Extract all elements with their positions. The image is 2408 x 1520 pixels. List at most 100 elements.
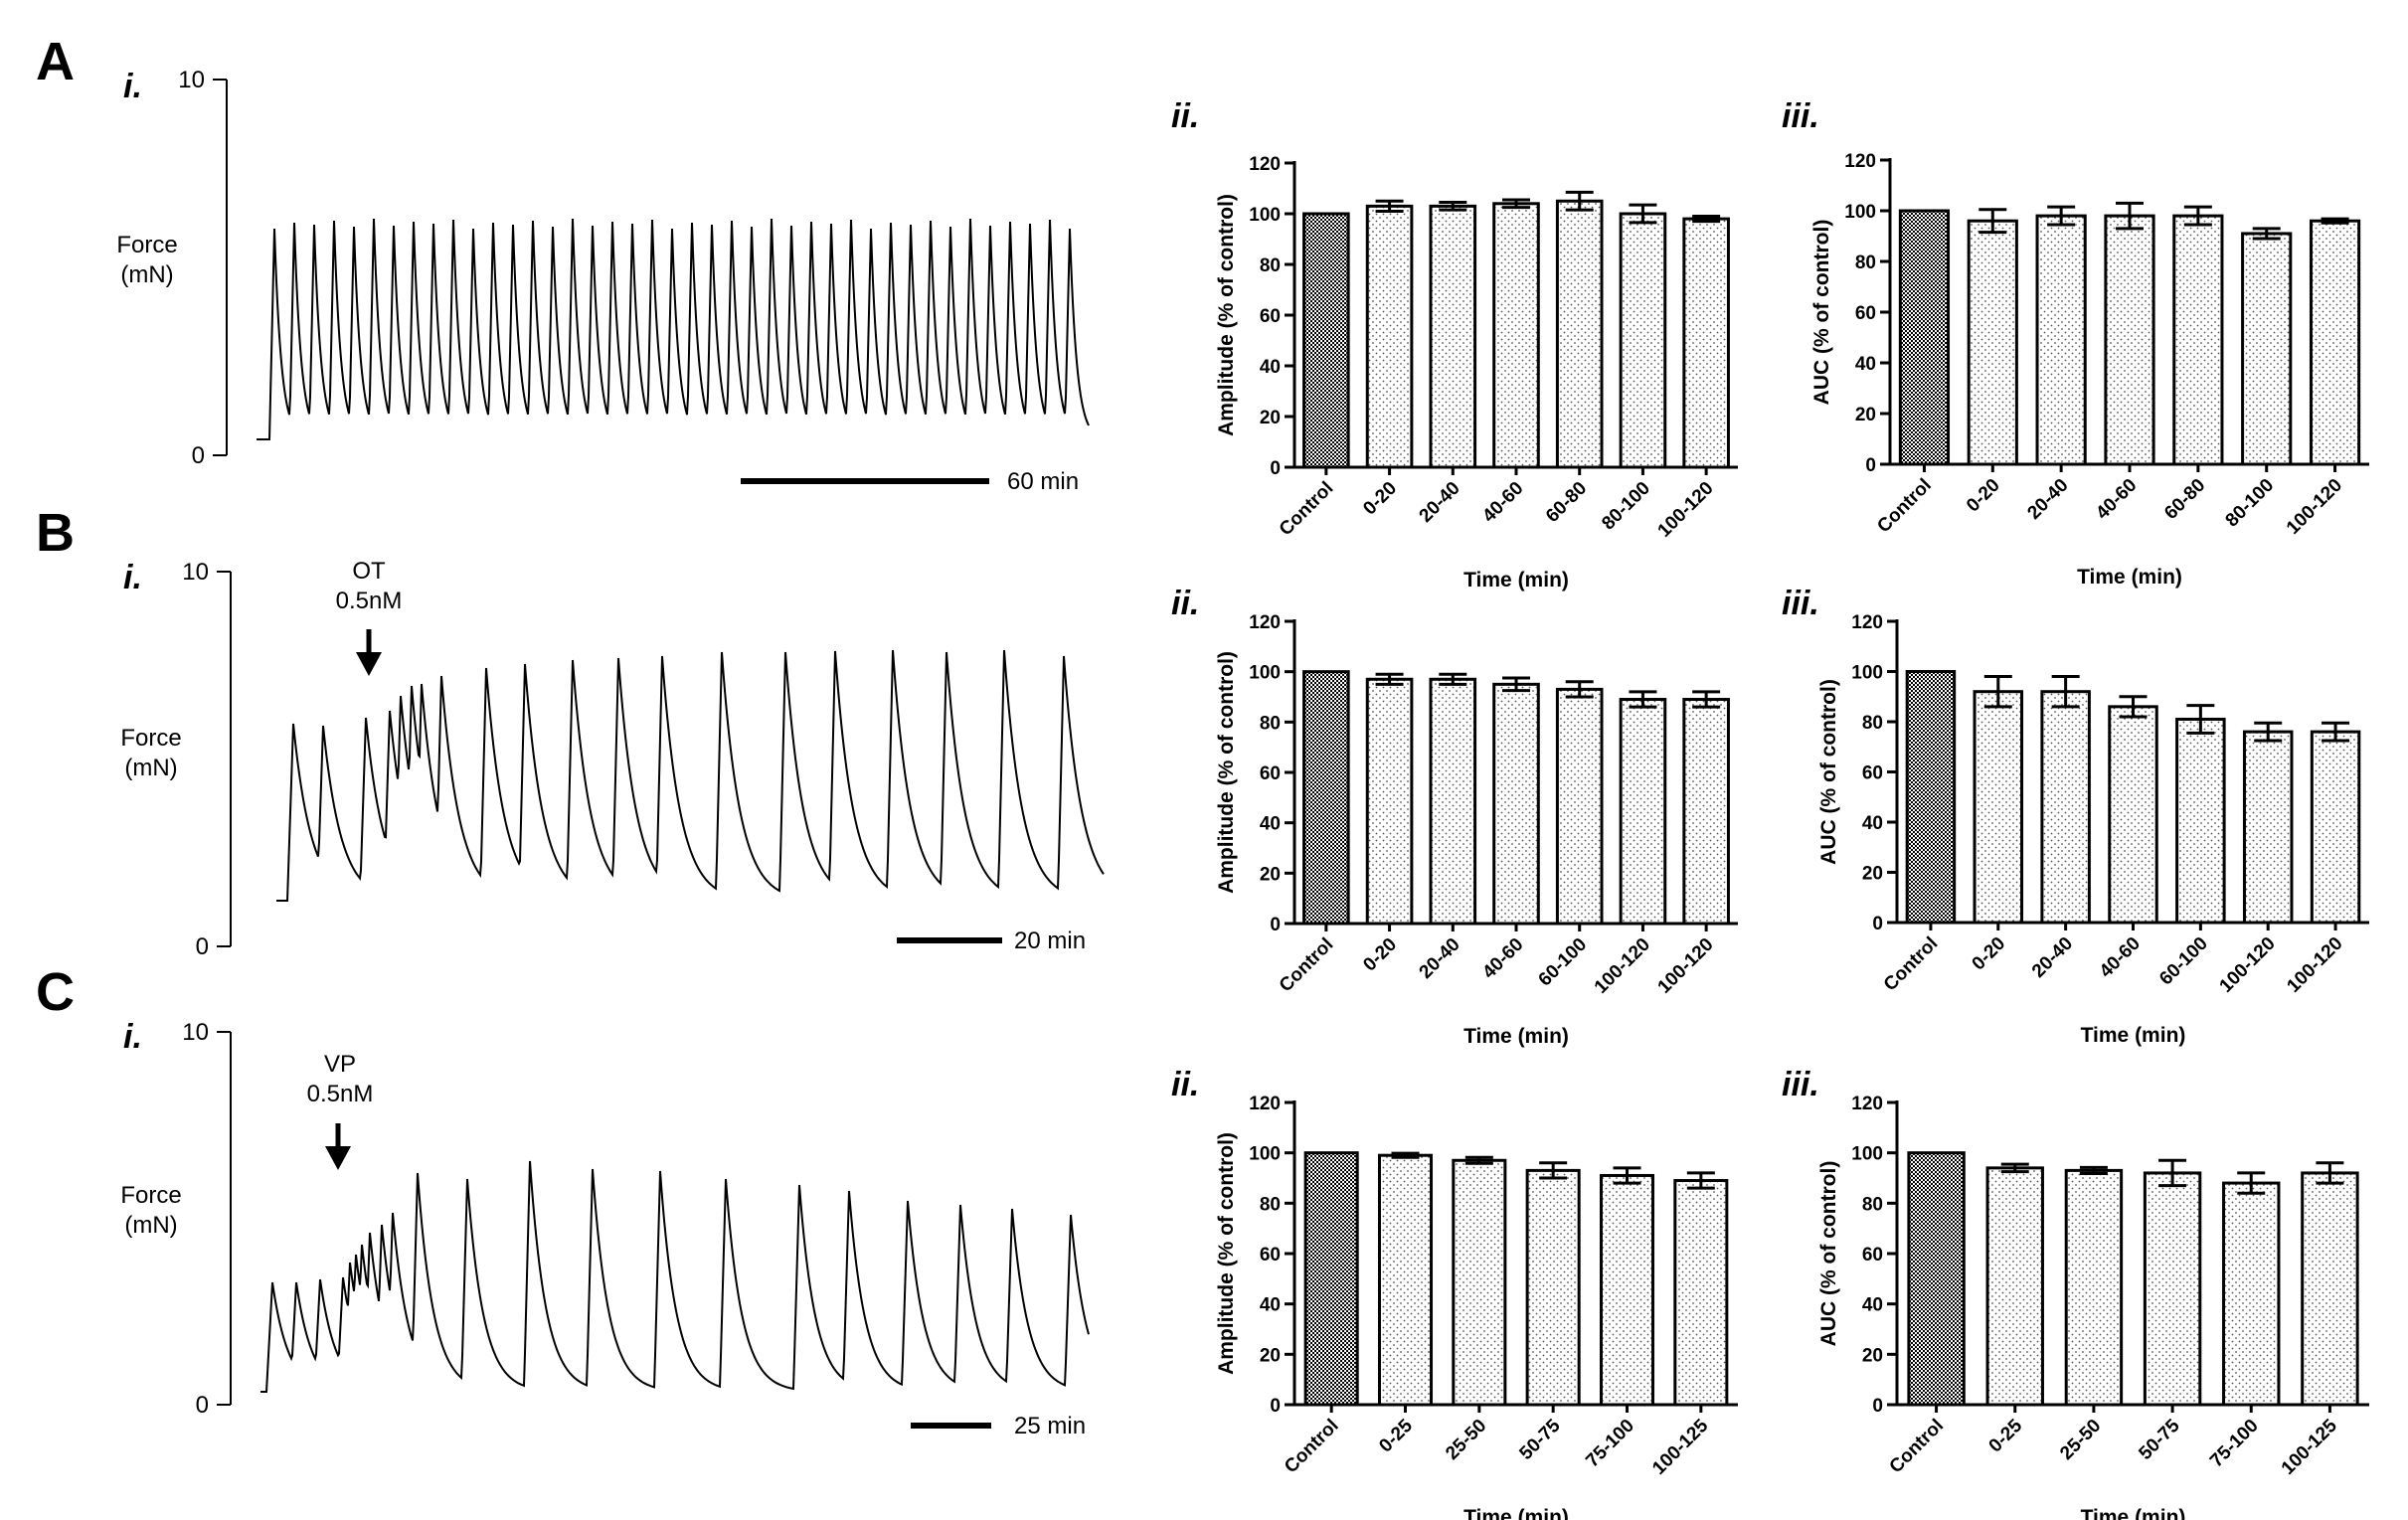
chart-a-iii-bar bbox=[2035, 214, 2087, 466]
trace-sublabel-a: i. bbox=[123, 68, 142, 105]
chart-c-iii-x-axis-title: Time (min) bbox=[2081, 1506, 2186, 1520]
trace-sublabel-b: i. bbox=[123, 559, 142, 596]
panel-c: C i. 10 0 Force (mN) VP 0.5nM 25 min ii.… bbox=[36, 962, 2369, 1520]
trace-c-ymin-label: 0 bbox=[196, 1392, 209, 1419]
chart-c-iii-y-tick-label: 80 bbox=[1862, 1194, 1883, 1215]
chart-b-iii-bar bbox=[1905, 670, 1957, 925]
chart-b-iii-bar bbox=[2040, 690, 2091, 925]
trace-a-ymax-label: 10 bbox=[178, 67, 205, 93]
chart-a-ii-bar bbox=[1555, 199, 1604, 469]
chart-b-iii-y-tick-label: 60 bbox=[1862, 763, 1883, 784]
chart-c-ii-bar bbox=[1452, 1158, 1507, 1407]
arrow-down-icon bbox=[325, 1123, 351, 1170]
chart-b-ii-x-tick-label: 20-40 bbox=[1416, 934, 1464, 983]
chart-a-ii-x-tick-label: 20-40 bbox=[1416, 478, 1464, 527]
panel-letter-a: A bbox=[36, 32, 75, 91]
scale-bar-c-label: 25 min bbox=[1014, 1413, 1086, 1439]
panel-a: A i. 10 0 Force (mN) 60 min ii. 0 20 40 60 8… bbox=[36, 32, 2369, 591]
chart-c-ii-x-tick-label: 25-50 bbox=[1442, 1416, 1490, 1464]
chart-b-iii-sublabel: iii. bbox=[1782, 585, 1819, 622]
chart-a-ii-bar bbox=[1302, 212, 1350, 469]
chart-b-iii-y-tick-label: 120 bbox=[1851, 612, 1883, 633]
chart-b-iii-x-tick-label: 0-20 bbox=[1969, 933, 2010, 975]
chart-a-ii-x-tick-label: Control bbox=[1276, 478, 1338, 541]
chart-c-ii-x-axis-title: Time (min) bbox=[1463, 1506, 1569, 1520]
chart-c-ii-y-tick-label: 100 bbox=[1249, 1144, 1281, 1165]
chart-a-ii-y-tick-label: 80 bbox=[1260, 255, 1281, 276]
chart-b-iii-x-tick-label: 40-60 bbox=[2096, 933, 2145, 982]
chart-a-iii-bar bbox=[2172, 214, 2224, 466]
chart-b-iii-y-tick-label: 100 bbox=[1851, 663, 1883, 684]
trace-b-ymax-label: 10 bbox=[182, 559, 209, 586]
chart-c-ii-x-tick-label: 50-75 bbox=[1515, 1415, 1565, 1464]
chart-b-iii-x-tick-label: 100-120 bbox=[2283, 933, 2346, 997]
chart-c-iii-x-tick-label: 50-75 bbox=[2135, 1415, 2184, 1464]
chart-a-iii-y-tick-label: 100 bbox=[1844, 202, 1876, 223]
chart-b-ii-y-tick-label: 80 bbox=[1260, 713, 1281, 734]
trace-b-ymin-label: 0 bbox=[196, 933, 209, 960]
trace-b: 10 0 Force (mN) OT 0.5nM 20 min bbox=[120, 558, 1105, 960]
chart-c-ii-y-axis-title: Amplitude (% of control) bbox=[1215, 1132, 1238, 1375]
chart-c-ii-y-tick-label: 120 bbox=[1249, 1094, 1281, 1114]
chart-a-ii-y-tick-label: 40 bbox=[1260, 357, 1281, 378]
chart-a-ii-y-tick-label: 20 bbox=[1260, 408, 1281, 428]
chart-a-ii-bar bbox=[1682, 217, 1730, 469]
chart-a-ii-bar bbox=[1492, 202, 1540, 469]
chart-a-ii-amplitude: 0 20 40 60 80 100 120 Control 0-20 20-40 40-60 60-8… bbox=[1215, 154, 1738, 591]
chart-b-iii-bar bbox=[1973, 690, 2024, 925]
chart-b-ii-bar bbox=[1429, 677, 1477, 926]
chart-c-iii-y-tick-label: 120 bbox=[1851, 1094, 1883, 1114]
chart-a-iii-y-tick-label: 120 bbox=[1844, 151, 1876, 172]
chart-a-iii-sublabel: iii. bbox=[1782, 97, 1819, 135]
chart-c-iii-y-tick-label: 40 bbox=[1862, 1295, 1883, 1316]
chart-a-ii-x-tick-label: 80-100 bbox=[1598, 478, 1654, 535]
chart-c-ii-x-tick-label: Control bbox=[1281, 1416, 1343, 1478]
chart-b-ii-y-tick-label: 120 bbox=[1249, 612, 1281, 633]
force-trace-c bbox=[260, 1160, 1090, 1393]
chart-b-ii-x-axis-title: Time (min) bbox=[1463, 1025, 1569, 1048]
chart-b-iii-y-tick-label: 80 bbox=[1862, 713, 1883, 734]
chart-c-iii-x-tick-label: 0-25 bbox=[1985, 1415, 2027, 1456]
chart-c-iii-x-tick-label: 25-50 bbox=[2056, 1416, 2105, 1464]
chart-c-iii-bar bbox=[2143, 1171, 2202, 1407]
chart-a-ii-bar bbox=[1365, 204, 1414, 469]
chart-b-ii-y-tick-label: 20 bbox=[1260, 864, 1281, 885]
chart-c-ii-bar bbox=[1599, 1173, 1655, 1407]
trace-c-ymax-label: 10 bbox=[182, 1019, 209, 1046]
chart-a-ii-x-tick-label: 40-60 bbox=[1478, 478, 1527, 527]
chart-a-iii-auc: 0 20 40 60 80 100 120 Control 0-20 20-40 40-60 60-8… bbox=[1810, 151, 2369, 589]
chart-b-iii-bar bbox=[2310, 730, 2361, 925]
chart-a-ii-bar bbox=[1619, 212, 1667, 469]
chart-a-ii-y-tick-label: 100 bbox=[1249, 205, 1281, 226]
chart-b-ii-y-axis-title: Amplitude (% of control) bbox=[1215, 651, 1238, 894]
chart-b-iii-x-tick-label: 100-120 bbox=[2216, 933, 2280, 997]
chart-c-ii-x-tick-label: 0-25 bbox=[1375, 1415, 1417, 1456]
chart-b-iii-bar bbox=[2108, 705, 2158, 925]
chart-c-ii-bar bbox=[1673, 1179, 1729, 1407]
trace-a: 10 0 Force (mN) 60 min bbox=[116, 67, 1090, 495]
chart-a-iii-bar bbox=[2104, 214, 2155, 466]
chart-a-iii-y-tick-label: 20 bbox=[1855, 405, 1876, 425]
chart-b-ii-sublabel: ii. bbox=[1171, 585, 1199, 622]
chart-b-iii-x-tick-label: 60-100 bbox=[2155, 933, 2212, 990]
chart-b-ii-bar bbox=[1302, 670, 1350, 926]
chart-b-ii-x-tick-label: 100-120 bbox=[1654, 934, 1718, 998]
chart-a-ii-x-axis-title: Time (min) bbox=[1463, 569, 1569, 591]
chart-b-ii-y-tick-label: 60 bbox=[1260, 763, 1281, 784]
chart-c-iii-y-axis-title: AUC (% of control) bbox=[1817, 1161, 1840, 1347]
chart-c-ii-bar bbox=[1377, 1153, 1434, 1407]
trace-a-ymin-label: 0 bbox=[192, 442, 205, 469]
chart-a-iii-x-tick-label: 100-120 bbox=[2283, 475, 2346, 539]
dose-label-c: 0.5nM bbox=[307, 1081, 374, 1107]
scale-bar-b-label: 20 min bbox=[1014, 928, 1086, 954]
trace-b-ylabel-force: Force bbox=[120, 725, 181, 752]
chart-b-iii-x-tick-label: 20-40 bbox=[2028, 933, 2077, 982]
trace-sublabel-c: i. bbox=[123, 1018, 142, 1056]
chart-a-iii-bar bbox=[2241, 232, 2293, 466]
chart-b-iii-x-axis-title: Time (min) bbox=[2081, 1024, 2186, 1047]
chart-b-ii-x-tick-label: 60-100 bbox=[1535, 934, 1592, 991]
chart-b-ii-x-tick-label: 40-60 bbox=[1478, 934, 1527, 983]
panel-letter-c: C bbox=[36, 962, 75, 1022]
chart-a-iii-x-tick-label: 20-40 bbox=[2023, 475, 2072, 524]
